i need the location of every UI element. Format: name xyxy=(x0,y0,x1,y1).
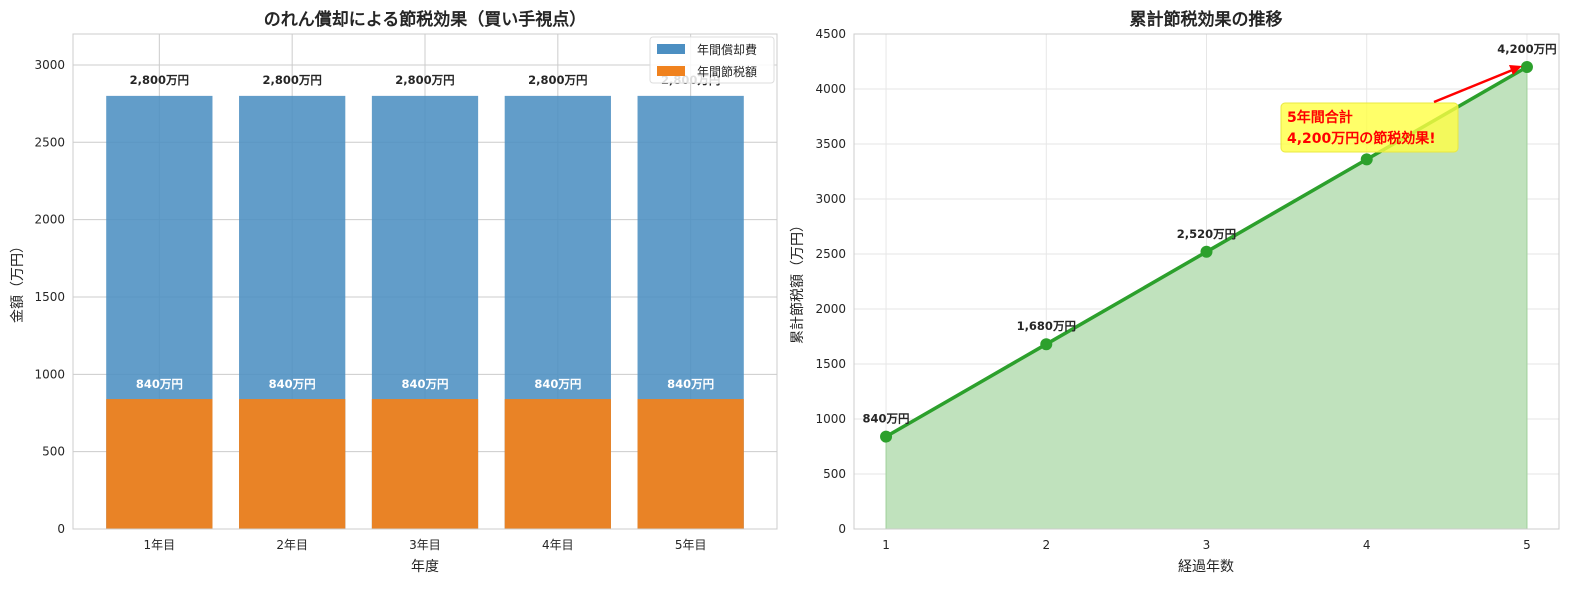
bar-tax-saving xyxy=(239,399,346,529)
chart1-title: のれん償却による節税効果（買い手視点） xyxy=(264,9,587,30)
chart2-points xyxy=(880,61,1533,443)
legend-swatch-tax-saving xyxy=(657,66,685,76)
cumulative-point-label: 2,520万円 xyxy=(1177,227,1236,241)
bar-amortization-label: 2,800万円 xyxy=(395,73,454,87)
bar-amortization-label: 2,800万円 xyxy=(528,73,587,87)
chart1-ytick-label: 0 xyxy=(57,522,65,536)
chart1-ytick-label: 2500 xyxy=(34,135,65,149)
chart1-xtick-label: 3年目 xyxy=(409,538,441,552)
chart2-ytick-label: 3500 xyxy=(815,137,846,151)
chart2-xtick-label: 2 xyxy=(1042,538,1050,552)
legend-label-tax-saving: 年間節税額 xyxy=(697,64,757,79)
chart1-ytick-label: 3000 xyxy=(34,58,65,72)
chart1-ytick-label: 500 xyxy=(42,445,65,459)
annotation-line-1: 5年間合計 xyxy=(1287,109,1353,126)
chart2-xtick-label: 5 xyxy=(1523,538,1531,552)
chart1-xtick-label: 5年目 xyxy=(675,538,707,552)
chart2-xlabel: 経過年数 xyxy=(1178,559,1234,575)
chart2-ytick-label: 4500 xyxy=(815,27,846,41)
bar-tax-saving-label: 840万円 xyxy=(534,377,581,391)
chart2-plot-frame xyxy=(853,33,1560,530)
bar-amortization-label: 2,800万円 xyxy=(130,73,189,87)
chart2-ytick-label: 0 xyxy=(838,522,846,536)
chart1-ytick-label: 2000 xyxy=(34,213,65,227)
bar-tax-saving xyxy=(106,399,213,529)
cumulative-point xyxy=(1200,245,1213,258)
chart1-ticks: 0 500 1000 1500 2000 2500 3000 1年目 2年目 3年目 4年目 5年目 xyxy=(34,58,706,552)
annotation-box xyxy=(1280,102,1459,153)
bar-tax-saving-label: 840万円 xyxy=(136,377,183,391)
chart2-ytick-label: 1000 xyxy=(815,412,846,426)
cumulative-point xyxy=(1520,61,1533,73)
annotation-arrowhead xyxy=(1509,65,1522,75)
chart2-ytick-label: 2500 xyxy=(815,247,846,261)
chart1-ytick-label: 1500 xyxy=(34,290,65,304)
bar-tax-saving-label: 840万円 xyxy=(269,377,316,391)
chart2-ylabel: 累計節税額（万円） xyxy=(789,218,806,344)
bar-tax-saving xyxy=(504,399,611,529)
chart-amortization: のれん償却による節税効果（買い手視点） 2,800万円 2,800万円 2,800万… xyxy=(10,9,778,575)
cumulative-point-label: 840万円 xyxy=(863,412,910,426)
bar-tax-saving xyxy=(371,399,479,529)
chart2-ytick-label: 1500 xyxy=(815,357,846,371)
bar-tax-saving-label: 840万円 xyxy=(401,377,448,391)
chart-cumulative: 累計節税効果の推移 840万円 1,680万円 2,520万円 4,200万円 0 50… xyxy=(789,9,1560,575)
chart1-ylabel: 金額（万円） xyxy=(10,239,26,323)
cumulative-point-label: 4,200万円 xyxy=(1497,42,1556,56)
chart2-point-labels: 840万円 1,680万円 2,520万円 4,200万円 xyxy=(863,42,1557,426)
chart1-data-labels: 2,800万円2,800万円2,800万円2,800万円2,800万円840万円… xyxy=(130,73,721,391)
chart2-title: 累計節税効果の推移 xyxy=(1130,9,1283,30)
legend-label-amortization: 年間償却費 xyxy=(697,42,757,57)
chart2-annotation: 5年間合計 4,200万円の節税効果! xyxy=(1280,65,1522,153)
chart2-xtick-label: 3 xyxy=(1203,538,1211,552)
chart2-ticks: 0 500 1000 1500 2000 2500 3000 3500 4000 4500 1 2 3 4… xyxy=(815,27,1530,552)
cumulative-point xyxy=(1360,153,1373,166)
cumulative-point xyxy=(1040,338,1053,351)
chart2-ytick-label: 500 xyxy=(823,467,846,481)
chart2-xtick-label: 1 xyxy=(882,538,890,552)
chart1-xtick-label: 2年目 xyxy=(276,538,308,552)
annotation-arrow xyxy=(1433,67,1516,104)
bar-tax-saving xyxy=(637,399,744,529)
annotation-line-2: 4,200万円の節税効果! xyxy=(1287,130,1436,147)
chart1-bars xyxy=(106,95,744,529)
cumulative-point-label: 1,680万円 xyxy=(1017,319,1076,333)
bar-tax-saving-label: 840万円 xyxy=(667,377,714,391)
chart2-ytick-label: 4000 xyxy=(815,82,846,96)
chart2-xtick-label: 4 xyxy=(1363,538,1371,552)
chart1-plot-frame xyxy=(72,33,778,530)
legend-swatch-amortization xyxy=(657,44,685,54)
cumulative-point xyxy=(880,430,893,443)
chart1-xtick-label: 1年目 xyxy=(144,538,176,552)
chart2-ytick-label: 3000 xyxy=(815,192,846,206)
chart1-legend: 年間償却費 年間節税額 xyxy=(649,36,775,84)
chart1-xlabel: 年度 xyxy=(411,559,439,575)
chart1-ytick-label: 1000 xyxy=(34,367,65,381)
chart2-ytick-label: 2000 xyxy=(815,302,846,316)
bar-amortization-label: 2,800万円 xyxy=(262,73,321,87)
chart1-xtick-label: 4年目 xyxy=(542,538,574,552)
